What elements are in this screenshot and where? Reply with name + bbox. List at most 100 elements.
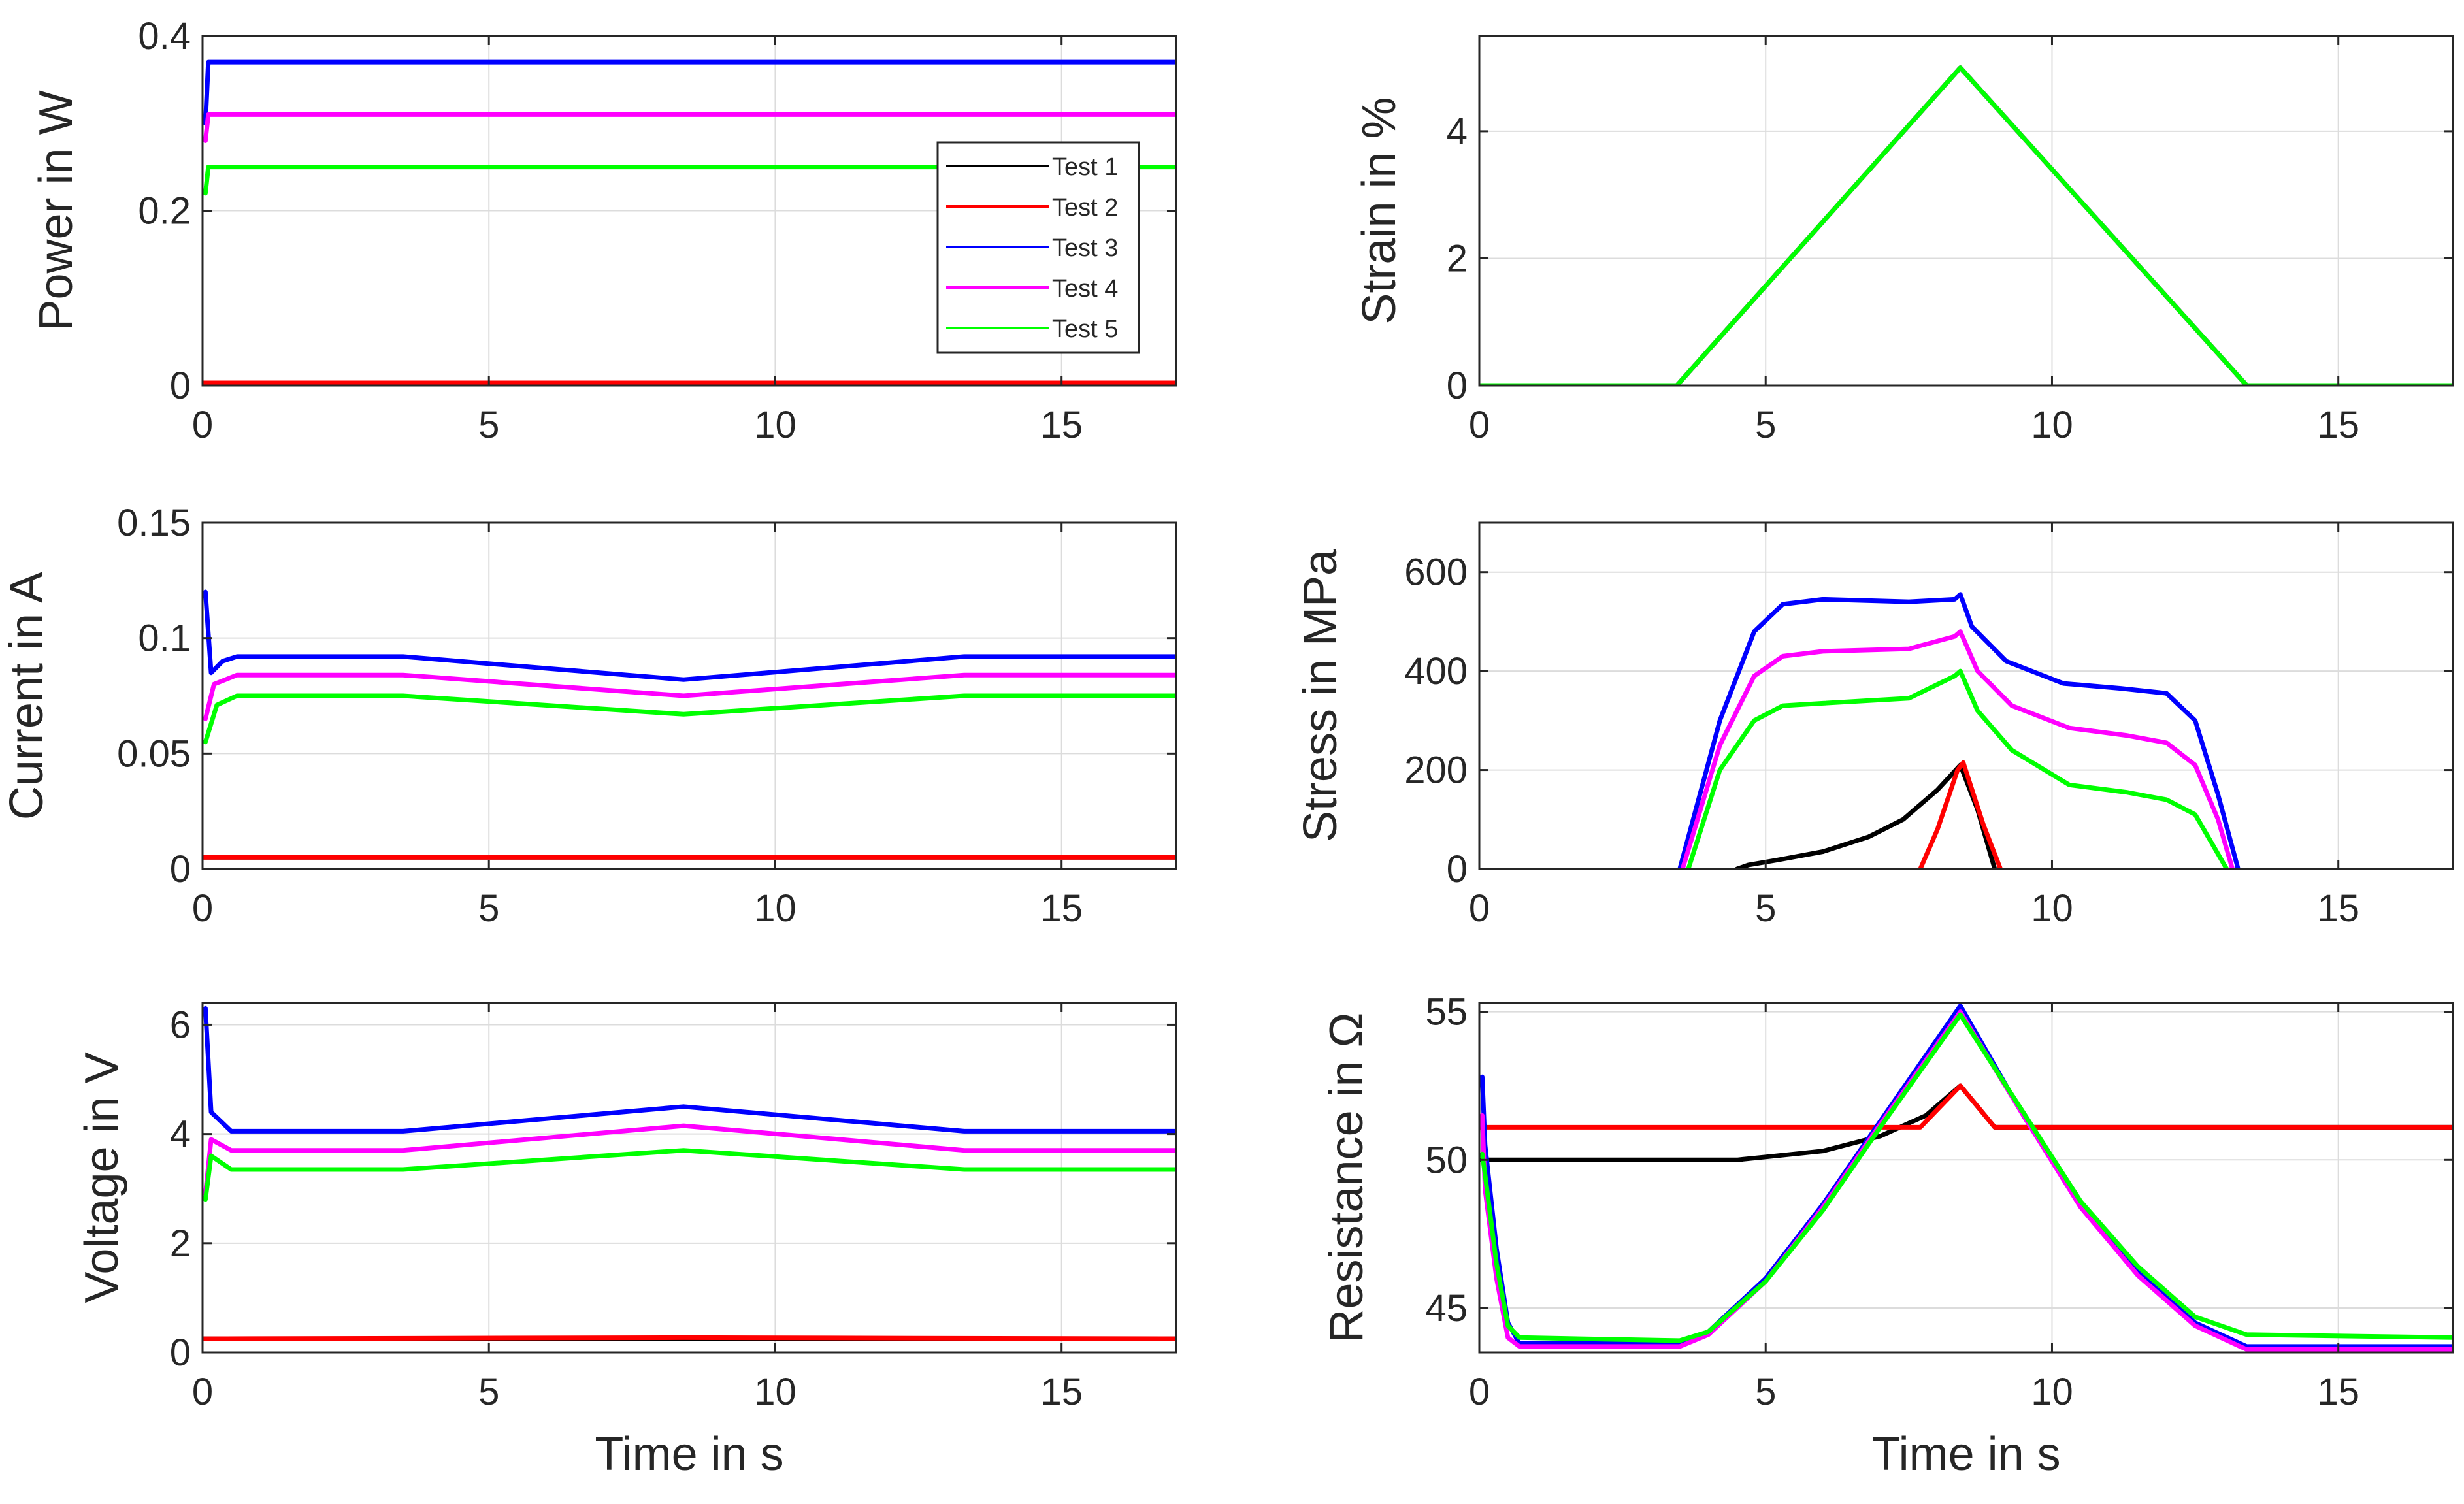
resistance-x-tick-label: 15 [2317, 1371, 2359, 1413]
power-x-tick-label: 10 [754, 404, 797, 446]
voltage-series-group [203, 1005, 1176, 1341]
resistance-y-tick-label: 50 [1425, 1139, 1468, 1181]
stress-series-test-5 [1686, 668, 2229, 869]
stress-y-tick-label: 400 [1404, 650, 1468, 693]
current-y-tick-label: 0.1 [138, 617, 191, 660]
voltage-y-tick-label: 2 [170, 1222, 191, 1265]
stress-x-tick-label: 15 [2317, 887, 2359, 930]
strain-chart: 0 5 10 15 0 2 4 Strain in % [1353, 35, 2454, 446]
power-x-tick-label: 0 [192, 404, 213, 446]
voltage-axes-box [201, 1002, 1177, 1354]
stress-y-axis-label: Stress in MPa [1294, 549, 1347, 842]
resistance-chart: 0 5 10 15 45 50 55 Resistance in Ω Time in s [1321, 991, 2454, 1480]
voltage-series-test-4 [203, 1123, 1176, 1197]
current-series-group [203, 589, 1176, 860]
voltage-y-tick-label: 6 [170, 1004, 191, 1046]
stress-x-tick-label: 0 [1469, 887, 1490, 930]
legend-item-test-1: Test 1 [946, 154, 1118, 181]
current-x-tick-label: 0 [192, 887, 213, 930]
strain-x-tick-label: 5 [1755, 404, 1776, 446]
stress-plot-area [1479, 523, 2453, 869]
resistance-y-axis-label: Resistance in Ω [1321, 1012, 1373, 1343]
power-series-test-4 [203, 112, 1176, 143]
resistance-x-axis-label: Time in s [1871, 1428, 2060, 1480]
strain-plot-area [1479, 36, 2453, 385]
resistance-series-test-2 [1479, 1083, 2453, 1130]
stress-series-test-2 [1918, 760, 2003, 869]
current-series-test-3 [203, 589, 1176, 682]
legend-item-test-4: Test 4 [946, 275, 1118, 302]
current-y-tick-label: 0.15 [117, 502, 191, 544]
resistance-y-tick-label: 45 [1425, 1287, 1468, 1330]
power-y-tick-label: 0.2 [138, 190, 191, 233]
voltage-x-tick-label: 5 [478, 1371, 499, 1413]
legend-item-test-3: Test 3 [946, 235, 1118, 262]
current-x-tick-label: 10 [754, 887, 797, 930]
resistance-y-tick-label: 55 [1425, 991, 1468, 1034]
current-axes-box [201, 521, 1177, 870]
voltage-x-tick-label: 10 [754, 1371, 797, 1413]
resistance-x-tick-label: 0 [1469, 1371, 1490, 1413]
legend: Test 1 Test 2 Test 3 Test 4 Test 5 [936, 141, 1140, 354]
current-x-tick-label: 15 [1040, 887, 1083, 930]
voltage-y-tick-label: 0 [170, 1332, 191, 1374]
current-series-test-4 [203, 672, 1176, 721]
power-y-tick-label: 0.4 [138, 15, 191, 57]
power-series-group [203, 59, 1176, 385]
strain-y-tick-label: 4 [1447, 110, 1468, 153]
legend-label-test-4: Test 4 [1052, 275, 1118, 302]
resistance-series-group [1479, 1004, 2453, 1352]
stress-series-test-3 [1677, 592, 2241, 869]
legend-label-test-3: Test 3 [1052, 235, 1118, 262]
stress-series-test-4 [1680, 629, 2235, 869]
power-y-axis-label: Power in W [30, 90, 82, 331]
stress-x-tick-label: 5 [1755, 887, 1776, 930]
legend-item-test-5: Test 5 [946, 316, 1118, 343]
stress-y-tick-label: 200 [1404, 749, 1468, 792]
voltage-chart: 0 5 10 15 0 2 4 6 Voltage in V Time in s [76, 1002, 1177, 1480]
voltage-series-test-2 [203, 1335, 1176, 1341]
current-y-axis-label: Current in A [1, 572, 53, 820]
resistance-x-tick-label: 5 [1755, 1371, 1776, 1413]
legend-item-test-2: Test 2 [946, 194, 1118, 221]
resistance-plot-area [1479, 1003, 2453, 1352]
current-y-tick-label: 0 [170, 848, 191, 891]
voltage-series-test-3 [203, 1005, 1176, 1134]
strain-y-axis-label: Strain in % [1353, 97, 1405, 324]
strain-y-tick-label: 0 [1447, 365, 1468, 407]
power-x-tick-label: 15 [1040, 404, 1083, 446]
current-y-tick-label: 0.05 [117, 732, 191, 775]
voltage-plot-area [203, 1003, 1176, 1352]
resistance-series-test-5 [1479, 1012, 2453, 1343]
voltage-x-axis-label: Time in s [595, 1428, 783, 1480]
strain-x-tick-label: 10 [2031, 404, 2073, 446]
current-x-tick-label: 5 [478, 887, 499, 930]
strain-axes-box [1478, 35, 2454, 387]
stress-series-group [1677, 592, 2241, 869]
legend-label-test-2: Test 2 [1052, 194, 1118, 221]
voltage-series-test-5 [203, 1148, 1176, 1202]
stress-chart: 0 5 10 15 0 200 400 600 Stress in MPa [1294, 521, 2454, 930]
stress-y-tick-label: 600 [1404, 551, 1468, 594]
legend-label-test-1: Test 1 [1052, 154, 1118, 181]
strain-y-tick-label: 2 [1447, 237, 1468, 280]
power-series-test-5 [203, 165, 1176, 196]
resistance-axes-box [1478, 1002, 2454, 1354]
power-y-tick-label: 0 [170, 365, 191, 407]
voltage-y-tick-label: 4 [170, 1113, 191, 1156]
strain-series-test-5 [1479, 65, 2453, 385]
resistance-x-tick-label: 10 [2031, 1371, 2073, 1413]
current-series-test-5 [203, 693, 1176, 745]
voltage-y-axis-label: Voltage in V [76, 1052, 128, 1303]
power-series-test-3 [203, 59, 1176, 126]
stress-y-tick-label: 0 [1447, 848, 1468, 891]
power-x-tick-label: 5 [478, 404, 499, 446]
voltage-x-tick-label: 15 [1040, 1371, 1083, 1413]
stress-axes-box [1478, 521, 2454, 870]
strain-x-tick-label: 15 [2317, 404, 2359, 446]
legend-label-test-5: Test 5 [1052, 316, 1118, 343]
strain-x-tick-label: 0 [1469, 404, 1490, 446]
strain-series-group [1479, 65, 2453, 385]
voltage-x-tick-label: 0 [192, 1371, 213, 1413]
